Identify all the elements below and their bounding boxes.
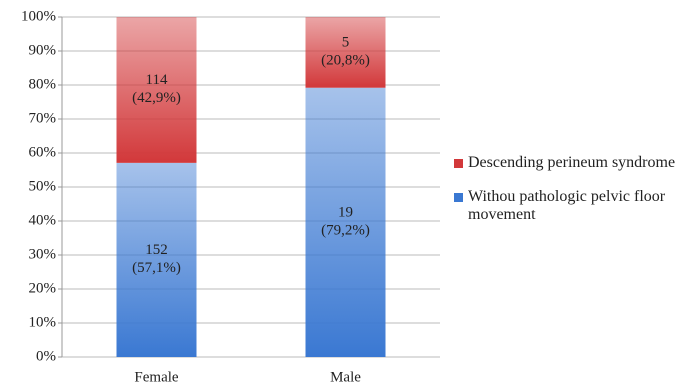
data-label-line: 152: [145, 242, 168, 258]
y-tick-label: 10%: [29, 314, 57, 330]
data-label-line: 19: [338, 205, 353, 221]
y-tick-label: 40%: [29, 212, 57, 228]
legend-swatch: [454, 193, 463, 202]
legend-item: Descending perineum syndrome: [454, 154, 684, 172]
legend: Descending perineum syndrome Withou patho…: [454, 154, 684, 240]
legend-label: Descending perineum syndrome: [468, 154, 676, 171]
data-label: 5 (20,8%): [321, 35, 370, 69]
data-label-line: (79,2%): [321, 223, 370, 239]
data-label-line: (42,9%): [132, 90, 181, 106]
y-tick-label: 70%: [29, 110, 57, 126]
y-tick-label: 90%: [29, 42, 57, 58]
legend-swatch: [454, 159, 463, 168]
data-label-line: (20,8%): [321, 53, 370, 69]
bar-segment: [305, 87, 386, 357]
y-tick-label: 80%: [29, 76, 57, 92]
data-label: 152 (57,1%): [132, 242, 181, 276]
data-label-line: (57,1%): [132, 260, 181, 276]
data-label-line: 114: [146, 72, 168, 88]
y-tick-label: 0%: [36, 348, 56, 364]
data-label: 19 (79,2%): [321, 205, 370, 239]
y-tick-label: 100%: [21, 8, 56, 24]
y-tick-label: 50%: [29, 178, 57, 194]
y-tick-label: 60%: [29, 144, 57, 160]
bar-segment: [116, 17, 197, 163]
legend-item: Withou pathologic pelvic floor movement: [454, 188, 684, 224]
x-tick-label: Female: [134, 369, 178, 385]
bar-segment: [305, 17, 386, 88]
y-tick-label: 20%: [29, 280, 57, 296]
bar-segment: [116, 162, 197, 357]
data-label: 114 (42,9%): [132, 72, 181, 106]
legend-label: Withou pathologic pelvic floor movement: [468, 188, 666, 223]
data-label-line: 5: [342, 35, 350, 51]
y-tick-label: 30%: [29, 246, 57, 262]
x-tick-label: Male: [330, 369, 361, 385]
